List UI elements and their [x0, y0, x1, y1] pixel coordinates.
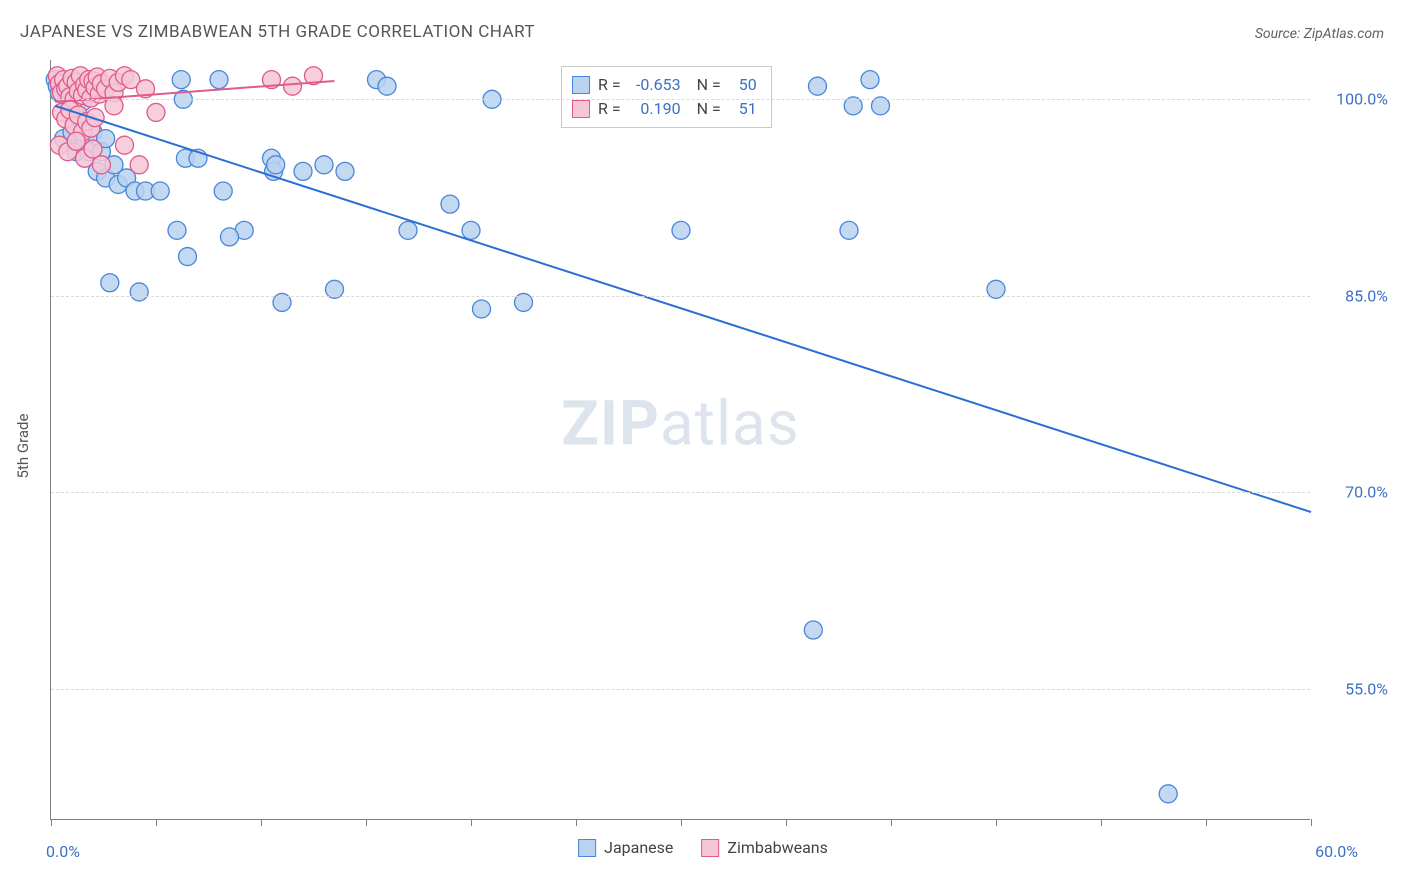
- data-point: [284, 77, 302, 95]
- data-point: [92, 156, 110, 174]
- legend-n-value: 50: [729, 73, 757, 97]
- data-point: [67, 132, 85, 150]
- y-tick-label: 85.0%: [1345, 286, 1388, 305]
- x-axis-max-label: 60.0%: [1315, 842, 1358, 861]
- data-point: [378, 77, 396, 95]
- data-point: [399, 221, 417, 239]
- source-attribution: Source: ZipAtlas.com: [1255, 26, 1384, 42]
- data-point: [336, 162, 354, 180]
- y-tick-label: 100.0%: [1336, 90, 1388, 109]
- x-tick: [156, 819, 157, 826]
- legend-n-label: N =: [697, 97, 721, 121]
- x-tick: [1311, 819, 1312, 826]
- x-tick: [576, 819, 577, 826]
- data-point: [473, 300, 491, 318]
- data-point: [151, 182, 169, 200]
- legend-swatch: [572, 76, 590, 94]
- plot-area: ZIPatlas R =-0.653N =50R =0.190N =51: [50, 60, 1310, 820]
- x-axis-min-label: 0.0%: [46, 842, 80, 861]
- legend-n-label: N =: [697, 73, 721, 97]
- data-point: [672, 221, 690, 239]
- x-tick: [471, 819, 472, 826]
- data-point: [462, 221, 480, 239]
- chart-container: JAPANESE VS ZIMBABWEAN 5TH GRADE CORRELA…: [0, 0, 1406, 892]
- legend-r-label: R =: [598, 97, 621, 121]
- gridline-h: [51, 492, 1310, 493]
- data-point: [130, 156, 148, 174]
- legend-item: Japanese: [578, 838, 673, 857]
- gridline-h: [51, 99, 1310, 100]
- legend-r-label: R =: [598, 73, 621, 97]
- x-tick: [996, 819, 997, 826]
- x-tick: [786, 819, 787, 826]
- correlation-legend: R = -0.653 N = 50 R = 0.190 N = 51: [561, 66, 772, 128]
- data-point: [267, 156, 285, 174]
- data-point: [809, 77, 827, 95]
- trend-line: [55, 106, 1311, 512]
- legend-row: R = 0.190 N = 51: [572, 97, 757, 121]
- legend-item: Zimbabweans: [701, 838, 827, 857]
- gridline-h: [51, 296, 1310, 297]
- x-tick: [1206, 819, 1207, 826]
- data-point: [221, 228, 239, 246]
- data-point: [804, 621, 822, 639]
- legend-row: R = -0.653 N = 50: [572, 73, 757, 97]
- legend-r-value: 0.190: [629, 97, 681, 121]
- legend-n-value: 51: [729, 97, 757, 121]
- legend-swatch: [701, 839, 719, 857]
- data-point: [1159, 785, 1177, 803]
- y-tick-label: 70.0%: [1345, 483, 1388, 502]
- data-point: [214, 182, 232, 200]
- data-point: [130, 283, 148, 301]
- legend-swatch: [578, 839, 596, 857]
- data-point: [441, 195, 459, 213]
- series-legend: Japanese Zimbabweans: [578, 838, 828, 857]
- x-tick: [51, 819, 52, 826]
- x-tick: [261, 819, 262, 826]
- legend-series-name: Zimbabweans: [727, 838, 827, 857]
- data-point: [315, 156, 333, 174]
- data-point: [172, 71, 190, 89]
- legend-swatch: [572, 100, 590, 118]
- chart-title: JAPANESE VS ZIMBABWEAN 5TH GRADE CORRELA…: [20, 22, 535, 42]
- data-point: [168, 221, 186, 239]
- data-point: [861, 71, 879, 89]
- x-tick: [1101, 819, 1102, 826]
- data-point: [294, 162, 312, 180]
- data-point: [147, 103, 165, 121]
- x-tick: [366, 819, 367, 826]
- data-point: [179, 248, 197, 266]
- gridline-h: [51, 689, 1310, 690]
- data-point: [101, 274, 119, 292]
- y-tick-label: 55.0%: [1345, 679, 1388, 698]
- legend-series-name: Japanese: [604, 838, 673, 857]
- data-point: [84, 140, 102, 158]
- x-tick: [891, 819, 892, 826]
- chart-svg: [51, 60, 1310, 819]
- x-tick: [681, 819, 682, 826]
- y-axis-label: 5th Grade: [14, 414, 32, 479]
- data-point: [840, 221, 858, 239]
- legend-r-value: -0.653: [629, 73, 681, 97]
- data-point: [210, 71, 228, 89]
- data-point: [116, 136, 134, 154]
